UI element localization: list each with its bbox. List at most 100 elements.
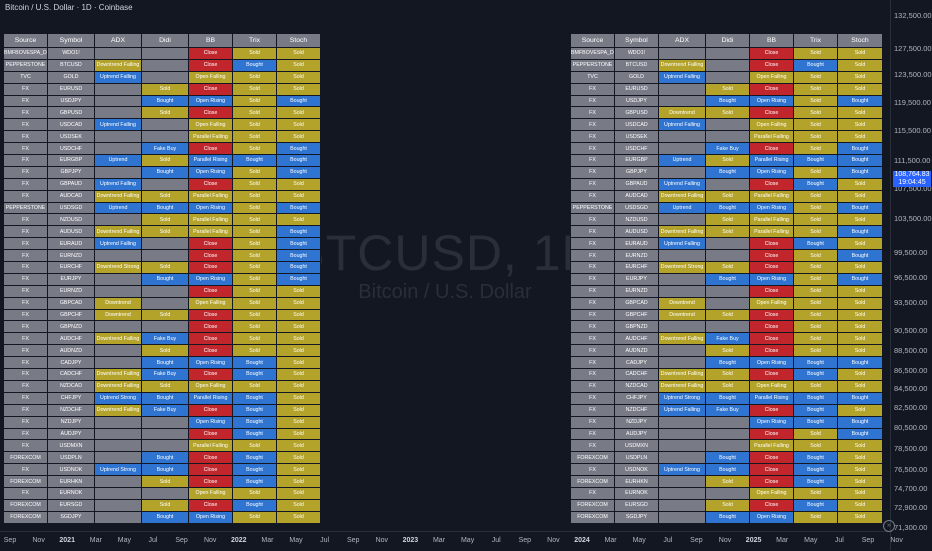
source-cell: FX [570, 308, 615, 322]
adx-cell: Uptrend [658, 201, 706, 215]
didi-cell [141, 415, 189, 429]
didi-cell [705, 486, 750, 500]
stoch-cell: Sold [837, 463, 883, 477]
symbol-cell: EURNZD [614, 249, 659, 263]
source-cell: PEPPERSTONE [3, 201, 48, 215]
time-tick-label: 2022 [231, 537, 247, 544]
stoch-cell: Sold [276, 403, 321, 417]
table-row: FX USDSEK Parallel Falling Sold Sold [570, 130, 883, 144]
symbol-cell: AUDCAD [614, 189, 659, 203]
stoch-cell: Bought [837, 154, 883, 167]
adx-cell: Downtrend Falling [94, 332, 142, 346]
trix-cell: Sold [232, 142, 277, 156]
price-tick-label: 123,500.00 [894, 70, 932, 79]
symbol-cell: AUDUSD [47, 225, 95, 239]
symbol-cell: AUDNZD [614, 344, 659, 358]
column-header-trix: Trix [232, 33, 277, 48]
source-cell: FX [570, 391, 615, 405]
didi-cell [705, 58, 750, 72]
signals-table-right: Source Symbol ADX Didi BB Trix Stoch BMFBOVESP… [570, 33, 883, 524]
adx-cell [658, 486, 706, 500]
current-price-badge: 108,764.83 19:04:45 [893, 171, 931, 187]
table-row: FX EURNZD Close Sold Sold [570, 284, 883, 298]
table-row: FX NZDCHF Uptrend Falling Fake Buy Close Boug… [570, 403, 883, 417]
adx-cell [94, 213, 142, 227]
adx-cell [94, 475, 142, 488]
symbol-cell: EURCHF [47, 261, 95, 274]
symbol-cell: GBPCAD [614, 296, 659, 310]
time-tick-label: Sep [3, 537, 17, 544]
time-tick-label: Mar [89, 537, 102, 544]
didi-cell: Bought [141, 356, 189, 370]
adx-cell: Uptrend Falling [658, 403, 706, 417]
didi-cell [705, 427, 750, 441]
trix-cell: Sold [232, 130, 277, 144]
scroll-to-realtime-icon[interactable]: » [883, 520, 895, 532]
price-tick-label: 86,500.00 [894, 366, 928, 375]
symbol-cell: NZDCAD [614, 379, 659, 393]
bar-countdown: 19:04:45 [898, 179, 926, 186]
adx-cell [94, 510, 142, 524]
stoch-cell: Sold [837, 261, 883, 274]
table-row: FX USDCAD Uptrend Falling Open Falling Sold S… [3, 118, 321, 132]
stoch-cell: Sold [276, 177, 321, 191]
source-cell: FX [3, 94, 48, 108]
bb-cell: Open Falling [749, 296, 794, 310]
stoch-cell: Sold [276, 320, 321, 334]
bb-cell: Close [749, 106, 794, 120]
time-axis[interactable] [0, 531, 890, 551]
didi-cell: Bought [705, 391, 750, 405]
stoch-cell: Sold [276, 439, 321, 453]
symbol-cell: USDNOK [47, 463, 95, 477]
didi-cell: Sold [705, 475, 750, 488]
stoch-cell: Sold [276, 475, 321, 488]
didi-cell: Sold [141, 379, 189, 393]
symbol-cell: USDSGD [614, 201, 659, 215]
didi-cell [705, 118, 750, 132]
didi-cell: Bought [141, 201, 189, 215]
symbol-cell: EURGBP [614, 154, 659, 167]
source-cell: FX [3, 415, 48, 429]
symbol-cell: CADJPY [47, 356, 95, 370]
bb-cell: Close [749, 58, 794, 72]
didi-cell: Sold [141, 308, 189, 322]
price-tick-label: 119,500.00 [894, 98, 931, 107]
source-cell: FX [570, 368, 615, 381]
symbol-cell: GBPNZD [614, 320, 659, 334]
table-row: FOREXCOM USDPLN Bought Close Bought Sold [3, 451, 321, 465]
symbol-cell: EURJPY [614, 272, 659, 286]
stoch-cell: Sold [837, 344, 883, 358]
trix-cell: Sold [232, 249, 277, 263]
source-cell: FX [3, 106, 48, 120]
source-cell: FX [3, 332, 48, 346]
trix-cell: Sold [232, 201, 277, 215]
trix-cell: Sold [232, 213, 277, 227]
symbol-cell: WDO1! [614, 47, 659, 60]
symbol-cell: EURSGD [614, 498, 659, 512]
trix-cell: Sold [793, 510, 838, 524]
stoch-cell: Sold [837, 379, 883, 393]
trix-cell: Bought [793, 415, 838, 429]
table-row: FX NZDCAD Downtrend Falling Sold Open Fallin… [3, 379, 321, 393]
didi-cell [705, 296, 750, 310]
time-tick-label: 2024 [574, 537, 590, 544]
source-cell: FX [570, 261, 615, 274]
source-cell: FX [570, 237, 615, 251]
bb-cell: Open Rising [749, 94, 794, 108]
table-row: FX AUDCHF Downtrend Falling Fake Buy Close So… [570, 332, 883, 346]
source-cell: TVC [3, 70, 48, 84]
symbol-cell: USDJPY [614, 94, 659, 108]
price-axis[interactable] [890, 0, 932, 550]
adx-cell [94, 94, 142, 108]
didi-cell [705, 177, 750, 191]
bb-cell: Close [188, 427, 233, 441]
bb-cell: Open Rising [749, 510, 794, 524]
price-tick-label: 90,500.00 [894, 326, 928, 335]
stoch-cell: Bought [276, 237, 321, 251]
bb-cell: Close [188, 249, 233, 263]
bb-cell: Close [749, 332, 794, 346]
bb-cell: Open Falling [188, 379, 233, 393]
trix-cell: Sold [793, 284, 838, 298]
bb-cell: Open Falling [749, 379, 794, 393]
